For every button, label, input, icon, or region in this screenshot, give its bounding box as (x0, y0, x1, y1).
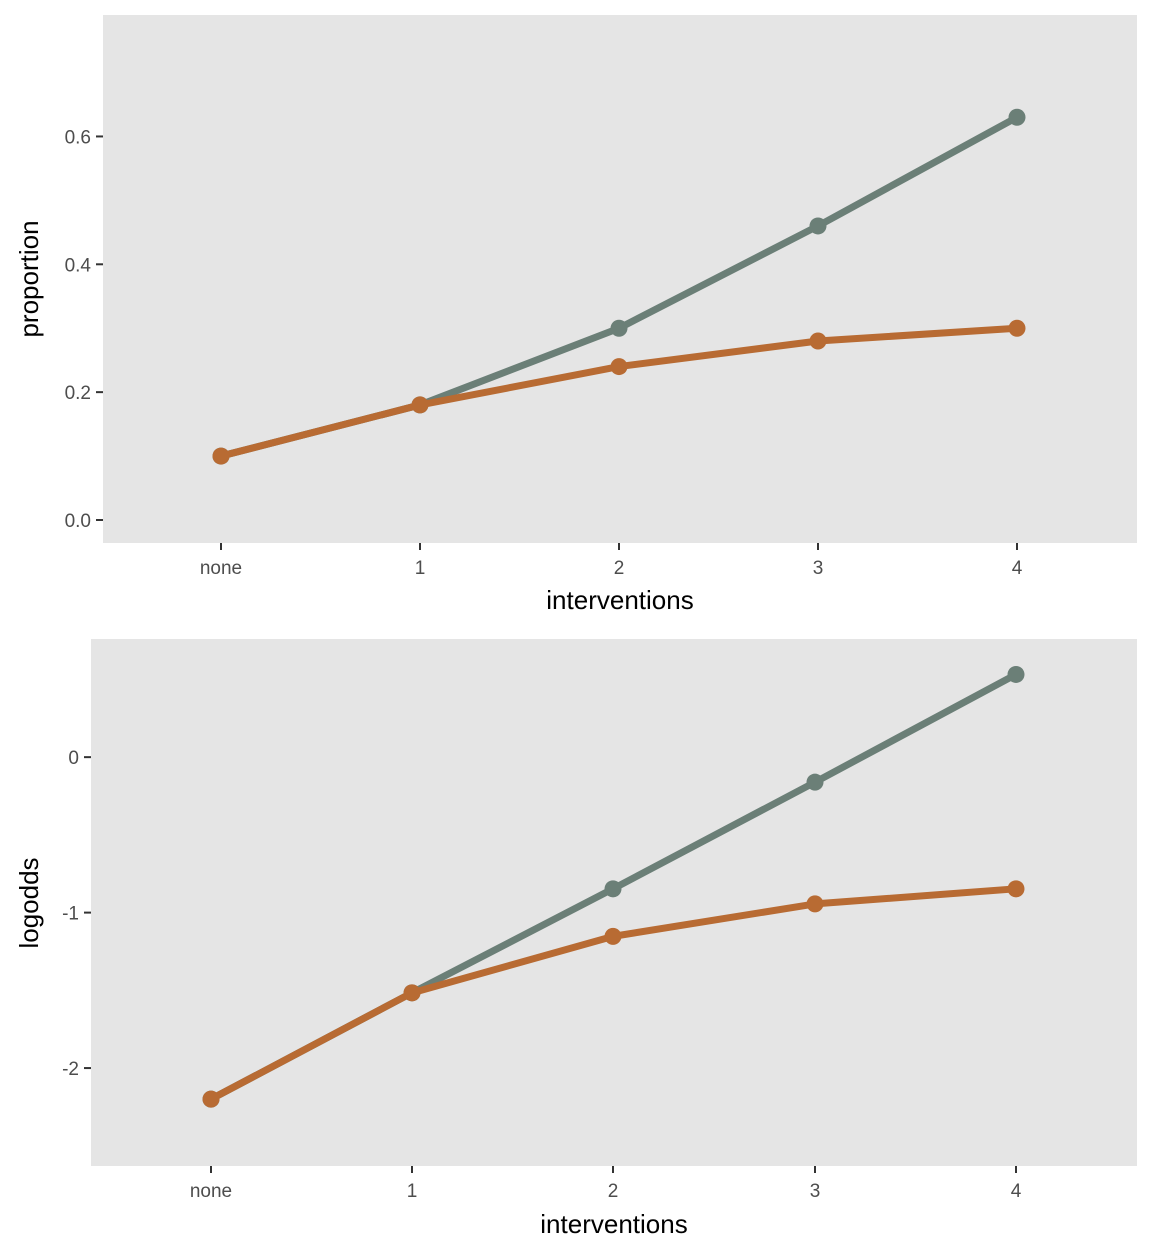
logodds-y-tick-label: -1 (62, 904, 79, 925)
proportion-x-tick-label: 2 (614, 558, 625, 579)
proportion-y-tick-label: 0.0 (65, 511, 91, 532)
logodds-x-axis-title: interventions (540, 1209, 687, 1239)
proportion-x-axis: none 1 2 3 4 (200, 543, 1023, 579)
logodds-x-tick-label: 3 (810, 1181, 821, 1202)
proportion-y-axis: 0.0 0.2 0.4 0.6 (65, 127, 103, 532)
logodds-series-2-point (202, 1090, 220, 1108)
proportion-series-1-point (610, 319, 628, 337)
logodds-series-2-point (1007, 880, 1025, 898)
logodds-y-axis: -2 -1 0 (62, 748, 91, 1080)
proportion-series-2-point (809, 332, 827, 350)
proportion-x-axis-title: interventions (546, 585, 693, 615)
logodds-series-2-point (806, 895, 824, 913)
logodds-series-2-point (604, 927, 622, 945)
proportion-x-tick-label: 1 (415, 558, 426, 579)
proportion-y-tick-label: 0.2 (65, 383, 91, 404)
logodds-y-tick-label: -2 (62, 1059, 79, 1080)
proportion-x-tick-label: 3 (813, 558, 824, 579)
logodds-series-2-point (403, 984, 421, 1002)
proportion-series-1-point (1008, 108, 1026, 126)
logodds-series-1-point (604, 880, 622, 898)
logodds-y-axis-title: logodds (14, 857, 44, 948)
proportion-y-axis-title: proportion (14, 220, 44, 337)
proportion-series-2-point (411, 396, 429, 414)
proportion-series-2-point (610, 358, 628, 376)
proportion-x-tick-label: 4 (1012, 558, 1023, 579)
proportion-series-2-point (212, 447, 230, 465)
logodds-series-group (202, 665, 1025, 1108)
proportion-y-tick-label: 0.4 (65, 255, 92, 276)
proportion-plot-panel (103, 15, 1137, 543)
logodds-y-tick-label: 0 (68, 748, 79, 769)
logodds-x-tick-label: 4 (1011, 1181, 1022, 1202)
logodds-x-tick-label: none (190, 1181, 232, 1202)
proportion-series-1-point (809, 217, 827, 235)
logodds-series-1-point (1007, 665, 1025, 683)
logodds-series-1-point (806, 773, 824, 791)
logodds-x-tick-label: 2 (608, 1181, 619, 1202)
proportion-x-tick-label: none (200, 558, 242, 579)
proportion-y-tick-label: 0.6 (65, 127, 91, 148)
logodds-chart: -2 -1 0 none 1 2 3 4 interventions logodds (14, 639, 1137, 1239)
logodds-plot-panel (91, 639, 1137, 1166)
logodds-x-tick-label: 1 (407, 1181, 418, 1202)
proportion-series-2-point (1008, 319, 1026, 337)
logodds-x-axis: none 1 2 3 4 (190, 1166, 1022, 1202)
proportion-series-group (212, 108, 1026, 465)
proportion-chart: 0.0 0.2 0.4 0.6 none 1 2 3 4 interventions prop… (14, 15, 1137, 615)
